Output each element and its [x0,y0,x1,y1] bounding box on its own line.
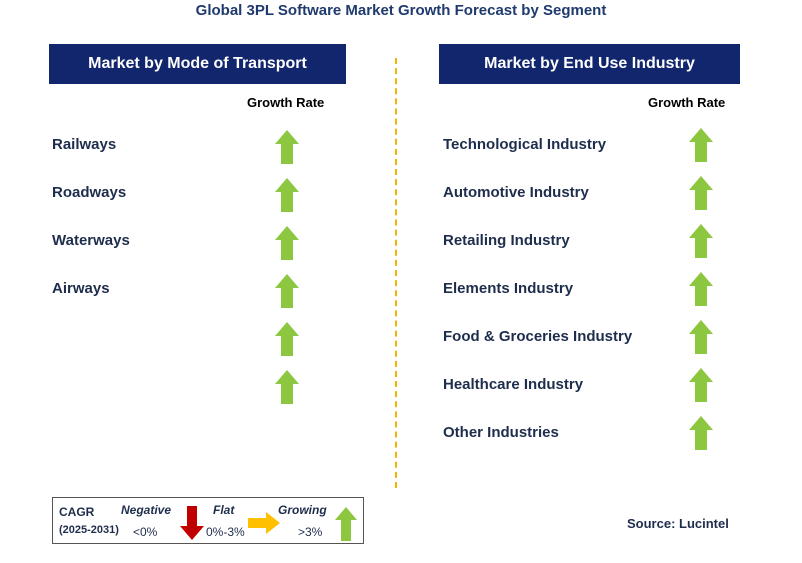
legend-flat-label: Flat [213,503,235,517]
arrow-down-icon [180,506,204,540]
arrow-up-icon [689,176,713,210]
legend-box: CAGR (2025-2031) Negative <0% Flat 0%-3%… [52,497,364,544]
legend-growing-range: >3% [298,525,323,539]
chart-title: Global 3PL Software Market Growth Foreca… [195,2,607,19]
left-item: Railways [52,136,117,153]
legend-cagr-label: CAGR [59,505,95,519]
arrow-up-icon [689,368,713,402]
left-item: Roadways [52,184,127,201]
arrow-up-icon [689,416,713,450]
arrow-right-icon [248,512,280,534]
arrow-up-icon [275,226,299,260]
left-growth-rate-label: Growth Rate [247,95,325,110]
arrow-up-icon [275,274,299,308]
panel-divider [395,58,397,488]
right-item: Automotive Industry [443,184,589,201]
arrow-up-icon [335,507,357,541]
source-note: Source: Lucintel [627,516,729,531]
arrow-up-icon [275,370,299,404]
right-item: Elements Industry [443,280,574,297]
legend-growing-label: Growing [278,503,327,517]
right-item: Retailing Industry [443,232,570,249]
left-item: Waterways [52,232,130,249]
legend-period: (2025-2031) [59,524,119,536]
legend-negative-range: <0% [133,525,158,539]
right-item: Food & Groceries Industry [443,328,633,345]
arrow-up-icon [689,224,713,258]
right-item: Technological Industry [443,136,607,153]
arrow-up-icon [689,320,713,354]
arrow-up-icon [275,130,299,164]
arrow-up-icon [275,178,299,212]
right-panel-header: Market by End Use Industry [439,44,740,84]
legend-flat-range: 0%-3% [206,525,245,539]
arrow-up-icon [275,322,299,356]
right-item: Healthcare Industry [443,376,584,393]
arrow-up-icon [689,272,713,306]
left-item: Airways [52,280,110,297]
right-item: Other Industries [443,424,559,441]
legend-negative-label: Negative [121,503,172,517]
left-panel-header: Market by Mode of Transport [49,44,346,84]
arrow-up-icon [689,128,713,162]
right-growth-rate-label: Growth Rate [648,95,726,110]
